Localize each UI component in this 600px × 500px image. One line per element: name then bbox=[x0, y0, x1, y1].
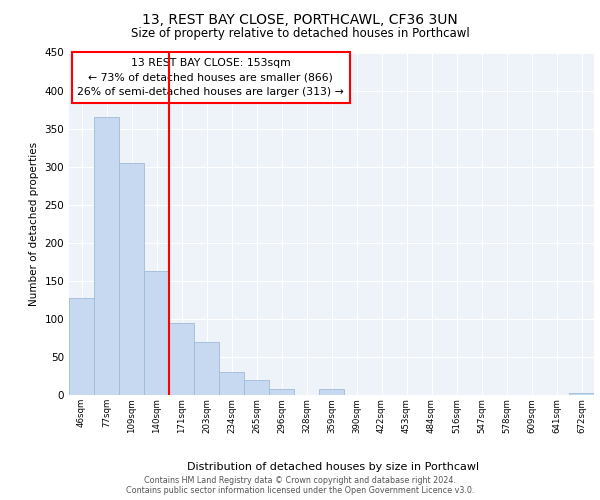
Bar bbox=[194, 342, 218, 395]
Bar bbox=[94, 117, 119, 395]
Text: Contains HM Land Registry data © Crown copyright and database right 2024.: Contains HM Land Registry data © Crown c… bbox=[144, 476, 456, 485]
Bar bbox=[169, 322, 194, 395]
Y-axis label: Number of detached properties: Number of detached properties bbox=[29, 142, 39, 306]
Bar bbox=[244, 380, 269, 395]
Text: Distribution of detached houses by size in Porthcawl: Distribution of detached houses by size … bbox=[187, 462, 479, 472]
Text: Size of property relative to detached houses in Porthcawl: Size of property relative to detached ho… bbox=[131, 28, 469, 40]
Bar bbox=[569, 392, 593, 395]
Bar bbox=[220, 372, 244, 395]
Bar bbox=[269, 389, 293, 395]
Bar bbox=[319, 389, 344, 395]
Text: 13, REST BAY CLOSE, PORTHCAWL, CF36 3UN: 13, REST BAY CLOSE, PORTHCAWL, CF36 3UN bbox=[142, 12, 458, 26]
Text: 13 REST BAY CLOSE: 153sqm
← 73% of detached houses are smaller (866)
26% of semi: 13 REST BAY CLOSE: 153sqm ← 73% of detac… bbox=[77, 58, 344, 97]
Bar bbox=[119, 163, 143, 395]
Bar bbox=[145, 271, 169, 395]
Text: Contains public sector information licensed under the Open Government Licence v3: Contains public sector information licen… bbox=[126, 486, 474, 495]
Bar bbox=[70, 298, 94, 395]
